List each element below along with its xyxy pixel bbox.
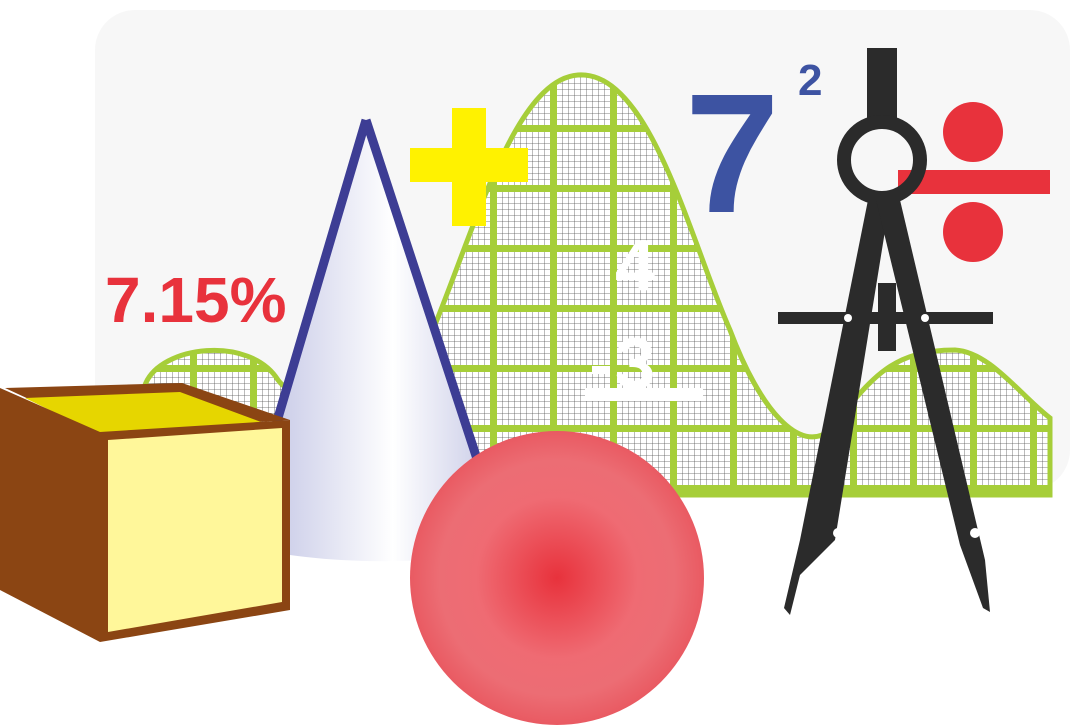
sphere-icon (410, 431, 704, 725)
plus-icon (410, 108, 528, 226)
divide-icon (898, 102, 1050, 262)
fraction-bar (585, 388, 703, 401)
numerator-label: 4 (615, 226, 655, 306)
base-seven-label: 7 (685, 59, 780, 249)
exponent-label: 2 (798, 56, 822, 105)
percent-label: 7.15% (105, 264, 286, 336)
compass-icon (778, 48, 993, 615)
fraction-group: 4 3 (585, 226, 703, 404)
cube-icon (0, 383, 290, 642)
